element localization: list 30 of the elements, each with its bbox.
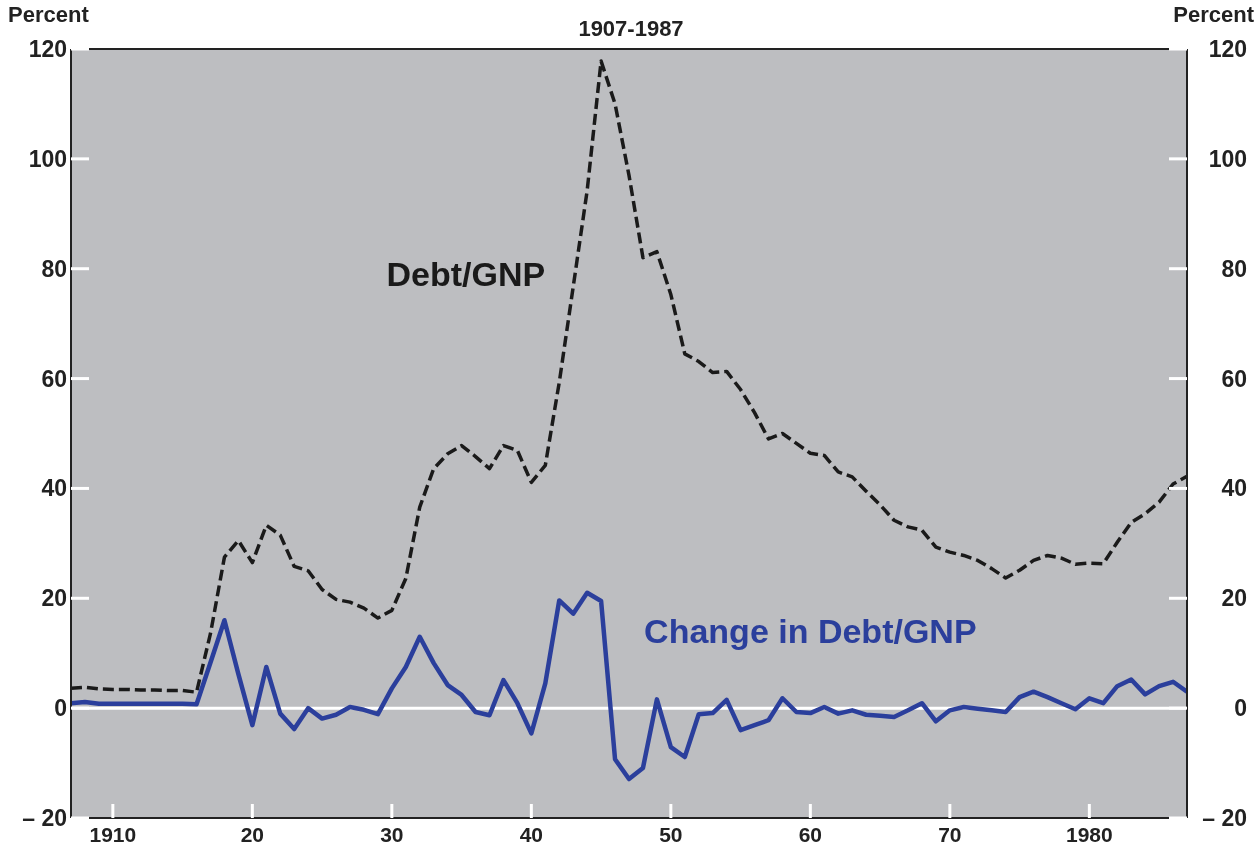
y-tick-label: 40 bbox=[41, 475, 67, 502]
series-label: Change in Debt/GNP bbox=[644, 611, 977, 651]
y-tick-label: 100 bbox=[28, 145, 67, 172]
y-tick-label: 0 bbox=[54, 695, 67, 722]
y-tick-label: 120 bbox=[28, 36, 67, 62]
y-axis-title: Percent bbox=[8, 2, 89, 28]
y2-tick-label: 60 bbox=[1221, 365, 1247, 392]
y2-tick-label: 0 bbox=[1234, 695, 1247, 722]
y2-tick-label: – 20 bbox=[1202, 805, 1247, 831]
y2-tick-label: 100 bbox=[1208, 145, 1247, 172]
y-tick-label: 80 bbox=[41, 255, 67, 282]
x-tick-label: 40 bbox=[519, 823, 544, 846]
y-tick-label: 20 bbox=[41, 585, 67, 612]
x-tick-label: 70 bbox=[938, 823, 962, 846]
y-tick-label: 60 bbox=[41, 365, 67, 392]
y-tick-label: – 20 bbox=[22, 805, 67, 831]
x-tick-label: 1980 bbox=[1065, 823, 1113, 846]
x-tick-label: 1910 bbox=[89, 823, 137, 846]
line-series bbox=[71, 590, 1187, 782]
y2-tick-label: 40 bbox=[1221, 475, 1247, 502]
x-tick-label: 60 bbox=[798, 823, 823, 846]
chart-title: 1907-1987 bbox=[578, 16, 684, 41]
x-tick-label: 30 bbox=[380, 823, 404, 846]
series-label: Debt/GNP bbox=[386, 254, 546, 294]
x-tick-label: 20 bbox=[240, 823, 265, 846]
y2-axis-title: Percent bbox=[1173, 2, 1254, 28]
x-tick-label: 50 bbox=[659, 823, 683, 846]
y2-tick-label: 120 bbox=[1208, 36, 1247, 62]
y2-tick-label: 20 bbox=[1221, 585, 1247, 612]
y2-tick-label: 80 bbox=[1221, 255, 1247, 282]
